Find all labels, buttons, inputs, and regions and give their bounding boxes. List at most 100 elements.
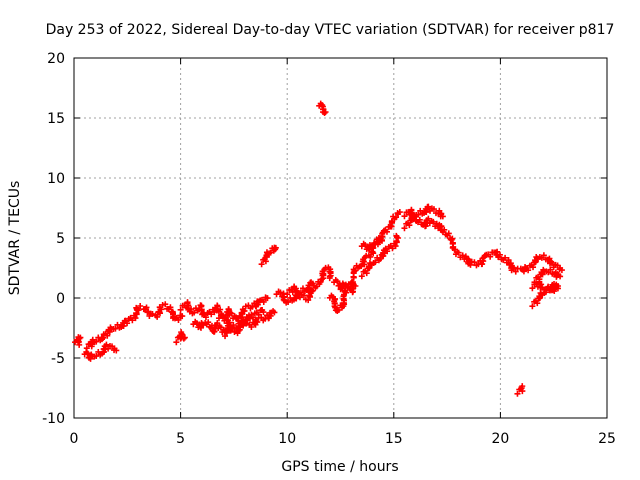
data-point bbox=[514, 390, 521, 397]
data-point bbox=[439, 213, 446, 220]
data-point bbox=[149, 311, 156, 318]
data-point bbox=[343, 289, 350, 296]
data-point bbox=[271, 309, 278, 316]
data-point bbox=[425, 215, 432, 222]
data-segment bbox=[525, 252, 565, 274]
data-point bbox=[471, 259, 478, 266]
data-point bbox=[352, 283, 359, 289]
data-point bbox=[284, 291, 291, 298]
data-point bbox=[158, 306, 165, 313]
data-segment bbox=[531, 266, 564, 286]
y-tick-label: 20 bbox=[47, 51, 65, 67]
data-point bbox=[219, 313, 226, 320]
data-point bbox=[393, 214, 400, 221]
data-segment bbox=[529, 278, 561, 295]
y-tick-label: -10 bbox=[42, 411, 65, 427]
data-point bbox=[129, 317, 136, 324]
data-point bbox=[389, 245, 396, 252]
data-point bbox=[230, 322, 237, 329]
tick-labels: 0 5 10 15 20 25 -10 -5 0 5 10 15 20 bbox=[42, 51, 616, 447]
data-segment bbox=[215, 307, 267, 332]
data-point bbox=[250, 314, 257, 321]
data-point bbox=[254, 319, 261, 326]
data-point bbox=[111, 345, 118, 352]
data-point bbox=[83, 345, 90, 352]
data-point bbox=[547, 266, 554, 273]
data-segment bbox=[81, 341, 120, 362]
data-point bbox=[441, 226, 448, 233]
data-point bbox=[530, 264, 537, 271]
data-point bbox=[467, 261, 474, 268]
data-point bbox=[143, 304, 150, 311]
data-point bbox=[326, 273, 333, 280]
data-point bbox=[103, 341, 110, 348]
data-point bbox=[557, 273, 564, 280]
data-point bbox=[416, 216, 423, 223]
data-point bbox=[93, 338, 100, 345]
data-point bbox=[198, 306, 205, 313]
data-segment bbox=[273, 264, 334, 306]
x-tick-label: 10 bbox=[278, 431, 296, 447]
data-point bbox=[363, 270, 370, 277]
data-point bbox=[205, 319, 212, 326]
data-point bbox=[208, 311, 215, 318]
data-point bbox=[300, 292, 307, 299]
data-segment bbox=[331, 277, 359, 296]
data-segment bbox=[98, 301, 186, 342]
data-point bbox=[175, 316, 182, 323]
data-point bbox=[529, 303, 536, 310]
data-point bbox=[191, 309, 198, 316]
data-point bbox=[358, 273, 365, 280]
data-point bbox=[188, 306, 195, 313]
x-tick-label: 20 bbox=[491, 431, 509, 447]
data-point bbox=[214, 320, 221, 327]
x-tick-label: 5 bbox=[176, 431, 185, 447]
data-point bbox=[154, 313, 161, 320]
data-segment bbox=[173, 329, 188, 346]
y-tick-label: 10 bbox=[47, 171, 65, 187]
data-point bbox=[372, 240, 379, 247]
data-point bbox=[137, 303, 144, 310]
data-point bbox=[430, 218, 437, 225]
data-point bbox=[383, 228, 390, 235]
data-point bbox=[177, 313, 184, 319]
data-point bbox=[285, 299, 292, 306]
data-point bbox=[384, 248, 391, 255]
data-point bbox=[292, 285, 299, 292]
data-point bbox=[335, 306, 342, 313]
data-segment bbox=[358, 232, 402, 280]
data-segment bbox=[316, 100, 329, 116]
data-point bbox=[254, 301, 261, 308]
data-point bbox=[255, 311, 262, 318]
data-point bbox=[309, 280, 316, 287]
data-point bbox=[277, 289, 284, 296]
data-point bbox=[104, 332, 111, 339]
data-segment bbox=[401, 206, 529, 275]
data-point bbox=[124, 320, 131, 327]
data-point bbox=[202, 314, 209, 321]
data-point bbox=[360, 258, 367, 265]
data-point bbox=[395, 211, 402, 217]
data-point bbox=[305, 297, 312, 304]
axis-ticks bbox=[73, 57, 608, 419]
y-tick-label: 5 bbox=[56, 231, 65, 247]
data-point bbox=[248, 324, 255, 331]
data-point bbox=[395, 235, 402, 241]
x-tick-label: 0 bbox=[70, 431, 79, 447]
data-point bbox=[487, 253, 494, 260]
data-point bbox=[540, 252, 547, 259]
data-point bbox=[132, 315, 139, 322]
data-point bbox=[297, 289, 304, 296]
data-point bbox=[267, 312, 274, 319]
data-point bbox=[545, 283, 552, 290]
data-point bbox=[135, 307, 142, 314]
data-point bbox=[502, 254, 509, 261]
data-point bbox=[162, 301, 169, 308]
y-tick-label: -5 bbox=[51, 351, 65, 367]
data-point bbox=[401, 225, 408, 232]
data-segment bbox=[358, 235, 384, 253]
data-point bbox=[260, 298, 267, 305]
data-point bbox=[75, 339, 82, 346]
data-point bbox=[525, 267, 532, 274]
data-point bbox=[258, 261, 265, 268]
